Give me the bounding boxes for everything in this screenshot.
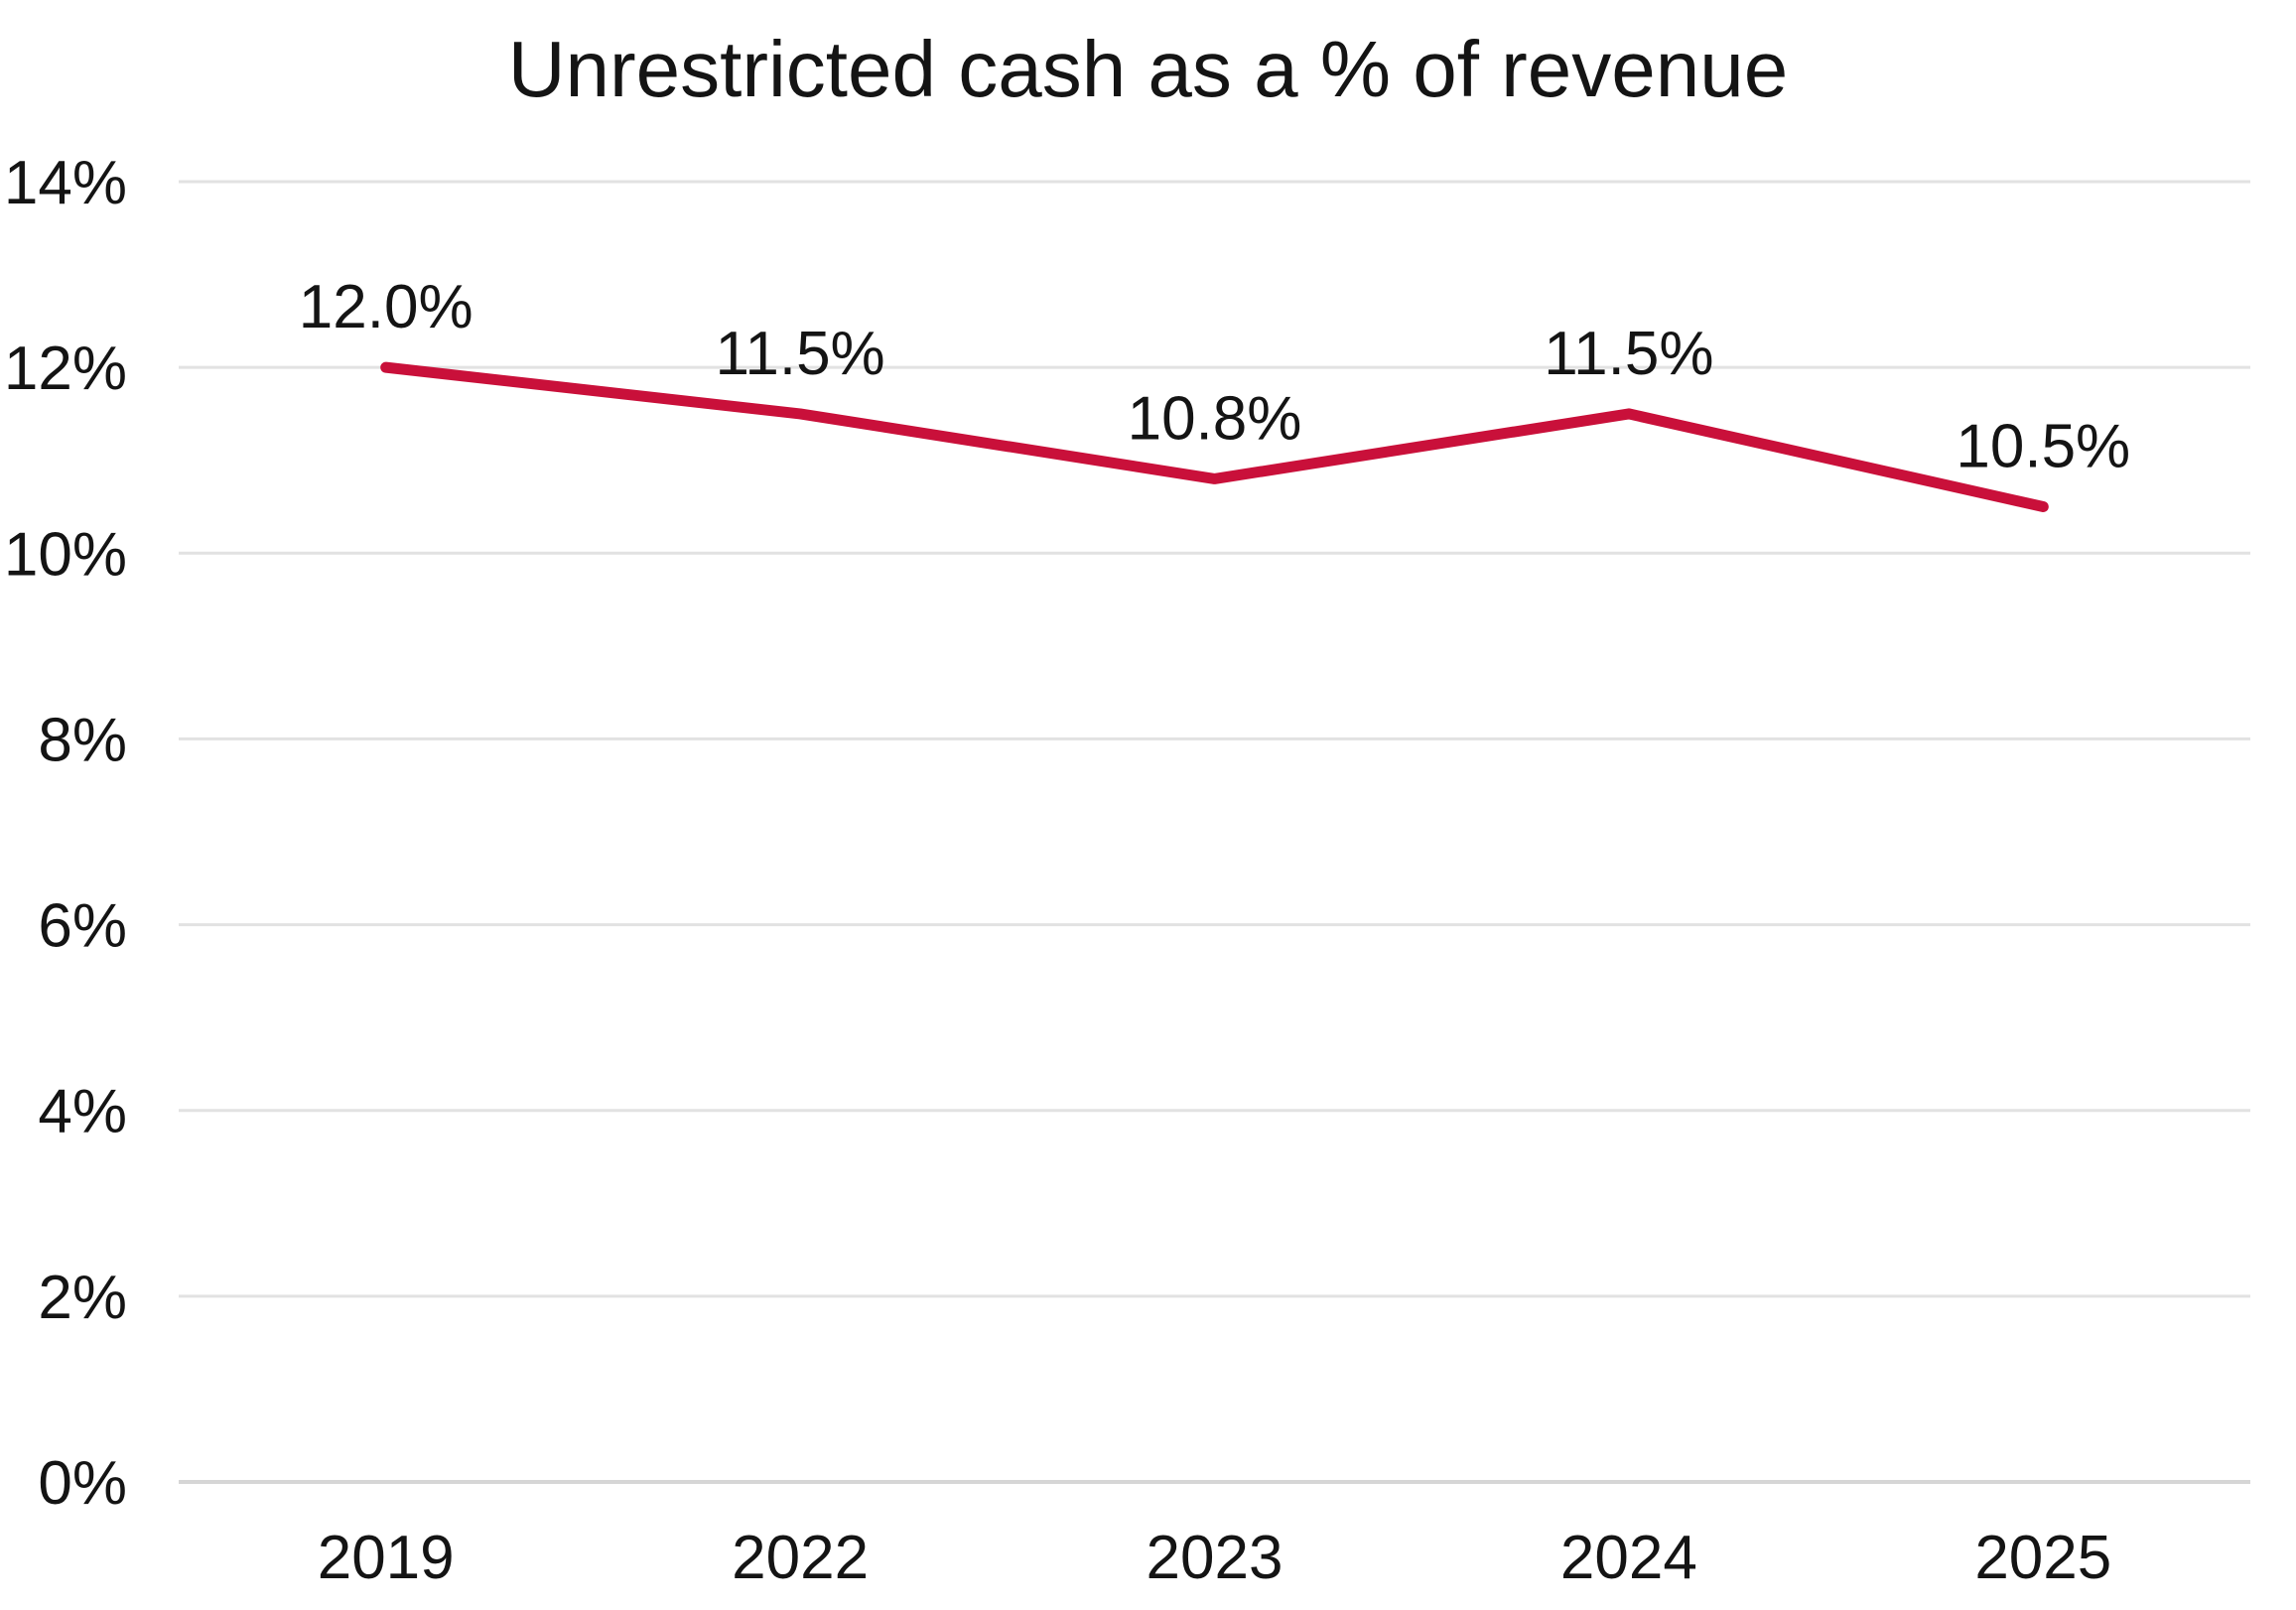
y-axis-tick-label: 12% — [4, 335, 127, 403]
data-point-label: 10.5% — [1956, 413, 2130, 481]
y-axis-tick-label: 4% — [38, 1078, 127, 1146]
chart-title: Unrestricted cash as a % of revenue — [507, 25, 1789, 113]
data-point-label: 11.5% — [715, 320, 884, 388]
y-axis-tick-label: 6% — [38, 892, 127, 961]
x-axis-tick-label: 2024 — [1560, 1524, 1697, 1592]
y-axis-tick-label: 10% — [4, 520, 127, 589]
data-point-label: 12.0% — [299, 273, 473, 341]
data-point-label: 11.5% — [1544, 320, 1713, 388]
x-axis-tick-label: 2022 — [732, 1524, 869, 1592]
x-axis-tick-label: 2019 — [318, 1524, 455, 1592]
series-line — [380, 361, 2049, 512]
x-axis-tick-label: 2025 — [1974, 1524, 2111, 1592]
y-axis-tick-label: 2% — [38, 1264, 127, 1332]
y-axis-tick-label: 14% — [4, 149, 127, 217]
y-axis-tick-label: 8% — [38, 706, 127, 774]
y-axis-tick-label: 0% — [38, 1449, 127, 1518]
data-point-label: 10.8% — [1128, 384, 1302, 453]
x-axis-tick-label: 2023 — [1147, 1524, 1283, 1592]
